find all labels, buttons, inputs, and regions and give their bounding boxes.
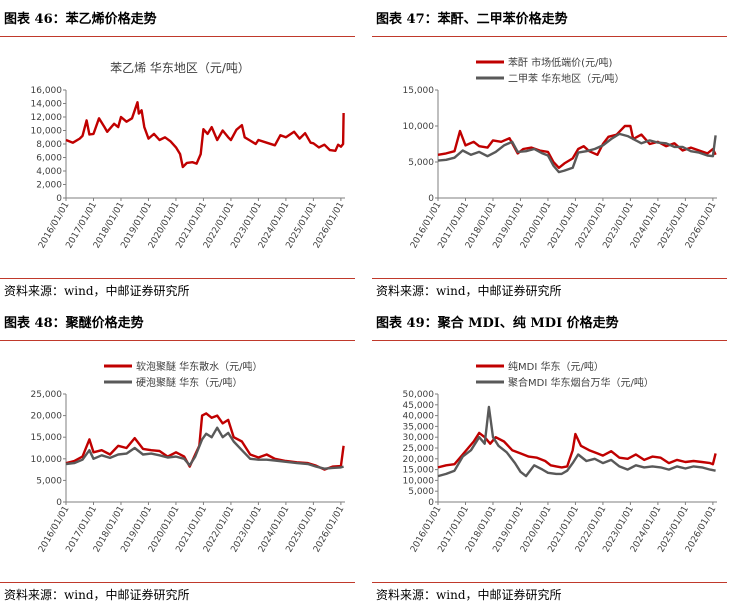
panel-title: 图表 46：苯乙烯价格走势 (4, 12, 157, 27)
source-note: 资料来源：wind，中邮证券研究所 (4, 588, 190, 602)
title-rule (0, 36, 355, 37)
source-rule (0, 582, 355, 583)
y-tick-label: 25,000 (403, 444, 435, 454)
y-tick-label: 50,000 (403, 390, 435, 400)
series-line (437, 405, 716, 478)
chart-panel-styrene: 图表 46：苯乙烯价格走势 苯乙烯 华东地区（元/吨） 0 2,000 4,000 6,… (0, 0, 355, 298)
y-tick-label: 5,000 (36, 476, 62, 486)
y-tick-label: 10,000 (403, 122, 435, 132)
source-note: 资料来源：wind，中邮证券研究所 (376, 588, 562, 602)
legend-label: 硬泡聚醚 华东（元/吨） (136, 376, 243, 389)
line-chart: 纯MDI 华东（元/吨） 聚合MDI 华东烟台万华（元/吨） 05,00010,00… (403, 360, 719, 554)
y-tick-label: 10,000 (31, 455, 63, 465)
title-rule (372, 36, 727, 37)
chart-panel-polyether: 图表 48：聚醚价格走势 软泡聚醚 华东散水（元/吨） 硬泡聚醚 华东（元/吨） 0… (0, 304, 355, 602)
source-rule (372, 582, 727, 583)
y-tick-label: 10,000 (31, 127, 63, 137)
panel-title: 图表 48：聚醚价格走势 (4, 316, 144, 331)
y-tick-label: 45,000 (403, 401, 435, 411)
legend-label: 软泡聚醚 华东散水（元/吨） (136, 360, 263, 373)
y-tick-label: 4,000 (36, 167, 62, 177)
series-line (65, 412, 345, 471)
y-tick-label: 8,000 (36, 140, 62, 150)
y-tick-label: 12,000 (31, 113, 63, 123)
series-line (437, 132, 717, 174)
series-line (437, 431, 717, 469)
panel-title: 图表 47：苯酐、二甲苯价格走势 (376, 12, 568, 27)
legend-label: 聚合MDI 华东烟台万华（元/吨） (508, 376, 654, 389)
y-tick-label: 10,000 (403, 476, 435, 486)
chart-panel-phthalic-xylene: 图表 47：苯酐、二甲苯价格走势 苯酐 市场低端价(元/吨) 二甲苯 华东地区（元… (372, 0, 727, 298)
y-tick-label: 5,000 (408, 158, 434, 168)
source-rule (0, 278, 355, 279)
chart-panel-mdi: 图表 49：聚合 MDI、纯 MDI 价格走势 纯MDI 华东（元/吨） 聚合MD… (372, 304, 727, 602)
y-tick-label: 16,000 (31, 86, 63, 96)
y-tick-label: 30,000 (403, 433, 435, 443)
title-rule (0, 340, 355, 341)
source-note: 资料来源：wind，中邮证券研究所 (376, 284, 562, 298)
y-tick-label: 14,000 (31, 100, 63, 110)
y-tick-label: 15,000 (403, 466, 435, 476)
legend-label: 苯酐 市场低端价(元/吨) (508, 56, 612, 69)
y-tick-label: 20,000 (403, 455, 435, 465)
title-rule (372, 340, 727, 341)
y-tick-label: 0 (56, 194, 62, 204)
line-chart: 苯乙烯 华东地区（元/吨） 0 2,000 4,000 6,000 8,000 10,000… (31, 61, 347, 250)
y-tick-label: 5,000 (408, 487, 434, 497)
y-tick-label: 15,000 (403, 86, 435, 96)
line-chart: 苯酐 市场低端价(元/吨) 二甲苯 华东地区（元/吨） 0 5,000 10,000 15… (403, 56, 719, 250)
chart-title: 苯乙烯 华东地区（元/吨） (110, 61, 250, 75)
source-note: 资料来源：wind，中邮证券研究所 (4, 284, 190, 298)
y-tick-label: 15,000 (31, 433, 63, 443)
y-tick-label: 0 (428, 194, 434, 204)
y-tick-label: 25,000 (31, 390, 63, 400)
source-rule (372, 278, 727, 279)
y-tick-label: 0 (56, 498, 62, 508)
y-tick-label: 2,000 (36, 181, 62, 191)
y-tick-label: 40,000 (403, 412, 435, 422)
line-chart: 软泡聚醚 华东散水（元/吨） 硬泡聚醚 华东（元/吨） 0 5,000 10,000 15… (31, 360, 347, 554)
legend-label: 纯MDI 华东（元/吨） (508, 360, 604, 373)
y-tick-label: 0 (428, 498, 434, 508)
legend-label: 二甲苯 华东地区（元/吨） (508, 72, 625, 85)
series-line (65, 426, 344, 470)
y-tick-label: 6,000 (36, 154, 62, 164)
series-line (65, 101, 345, 169)
panel-title: 图表 49：聚合 MDI、纯 MDI 价格走势 (376, 316, 619, 331)
y-tick-label: 20,000 (31, 412, 63, 422)
y-tick-label: 35,000 (403, 422, 435, 432)
